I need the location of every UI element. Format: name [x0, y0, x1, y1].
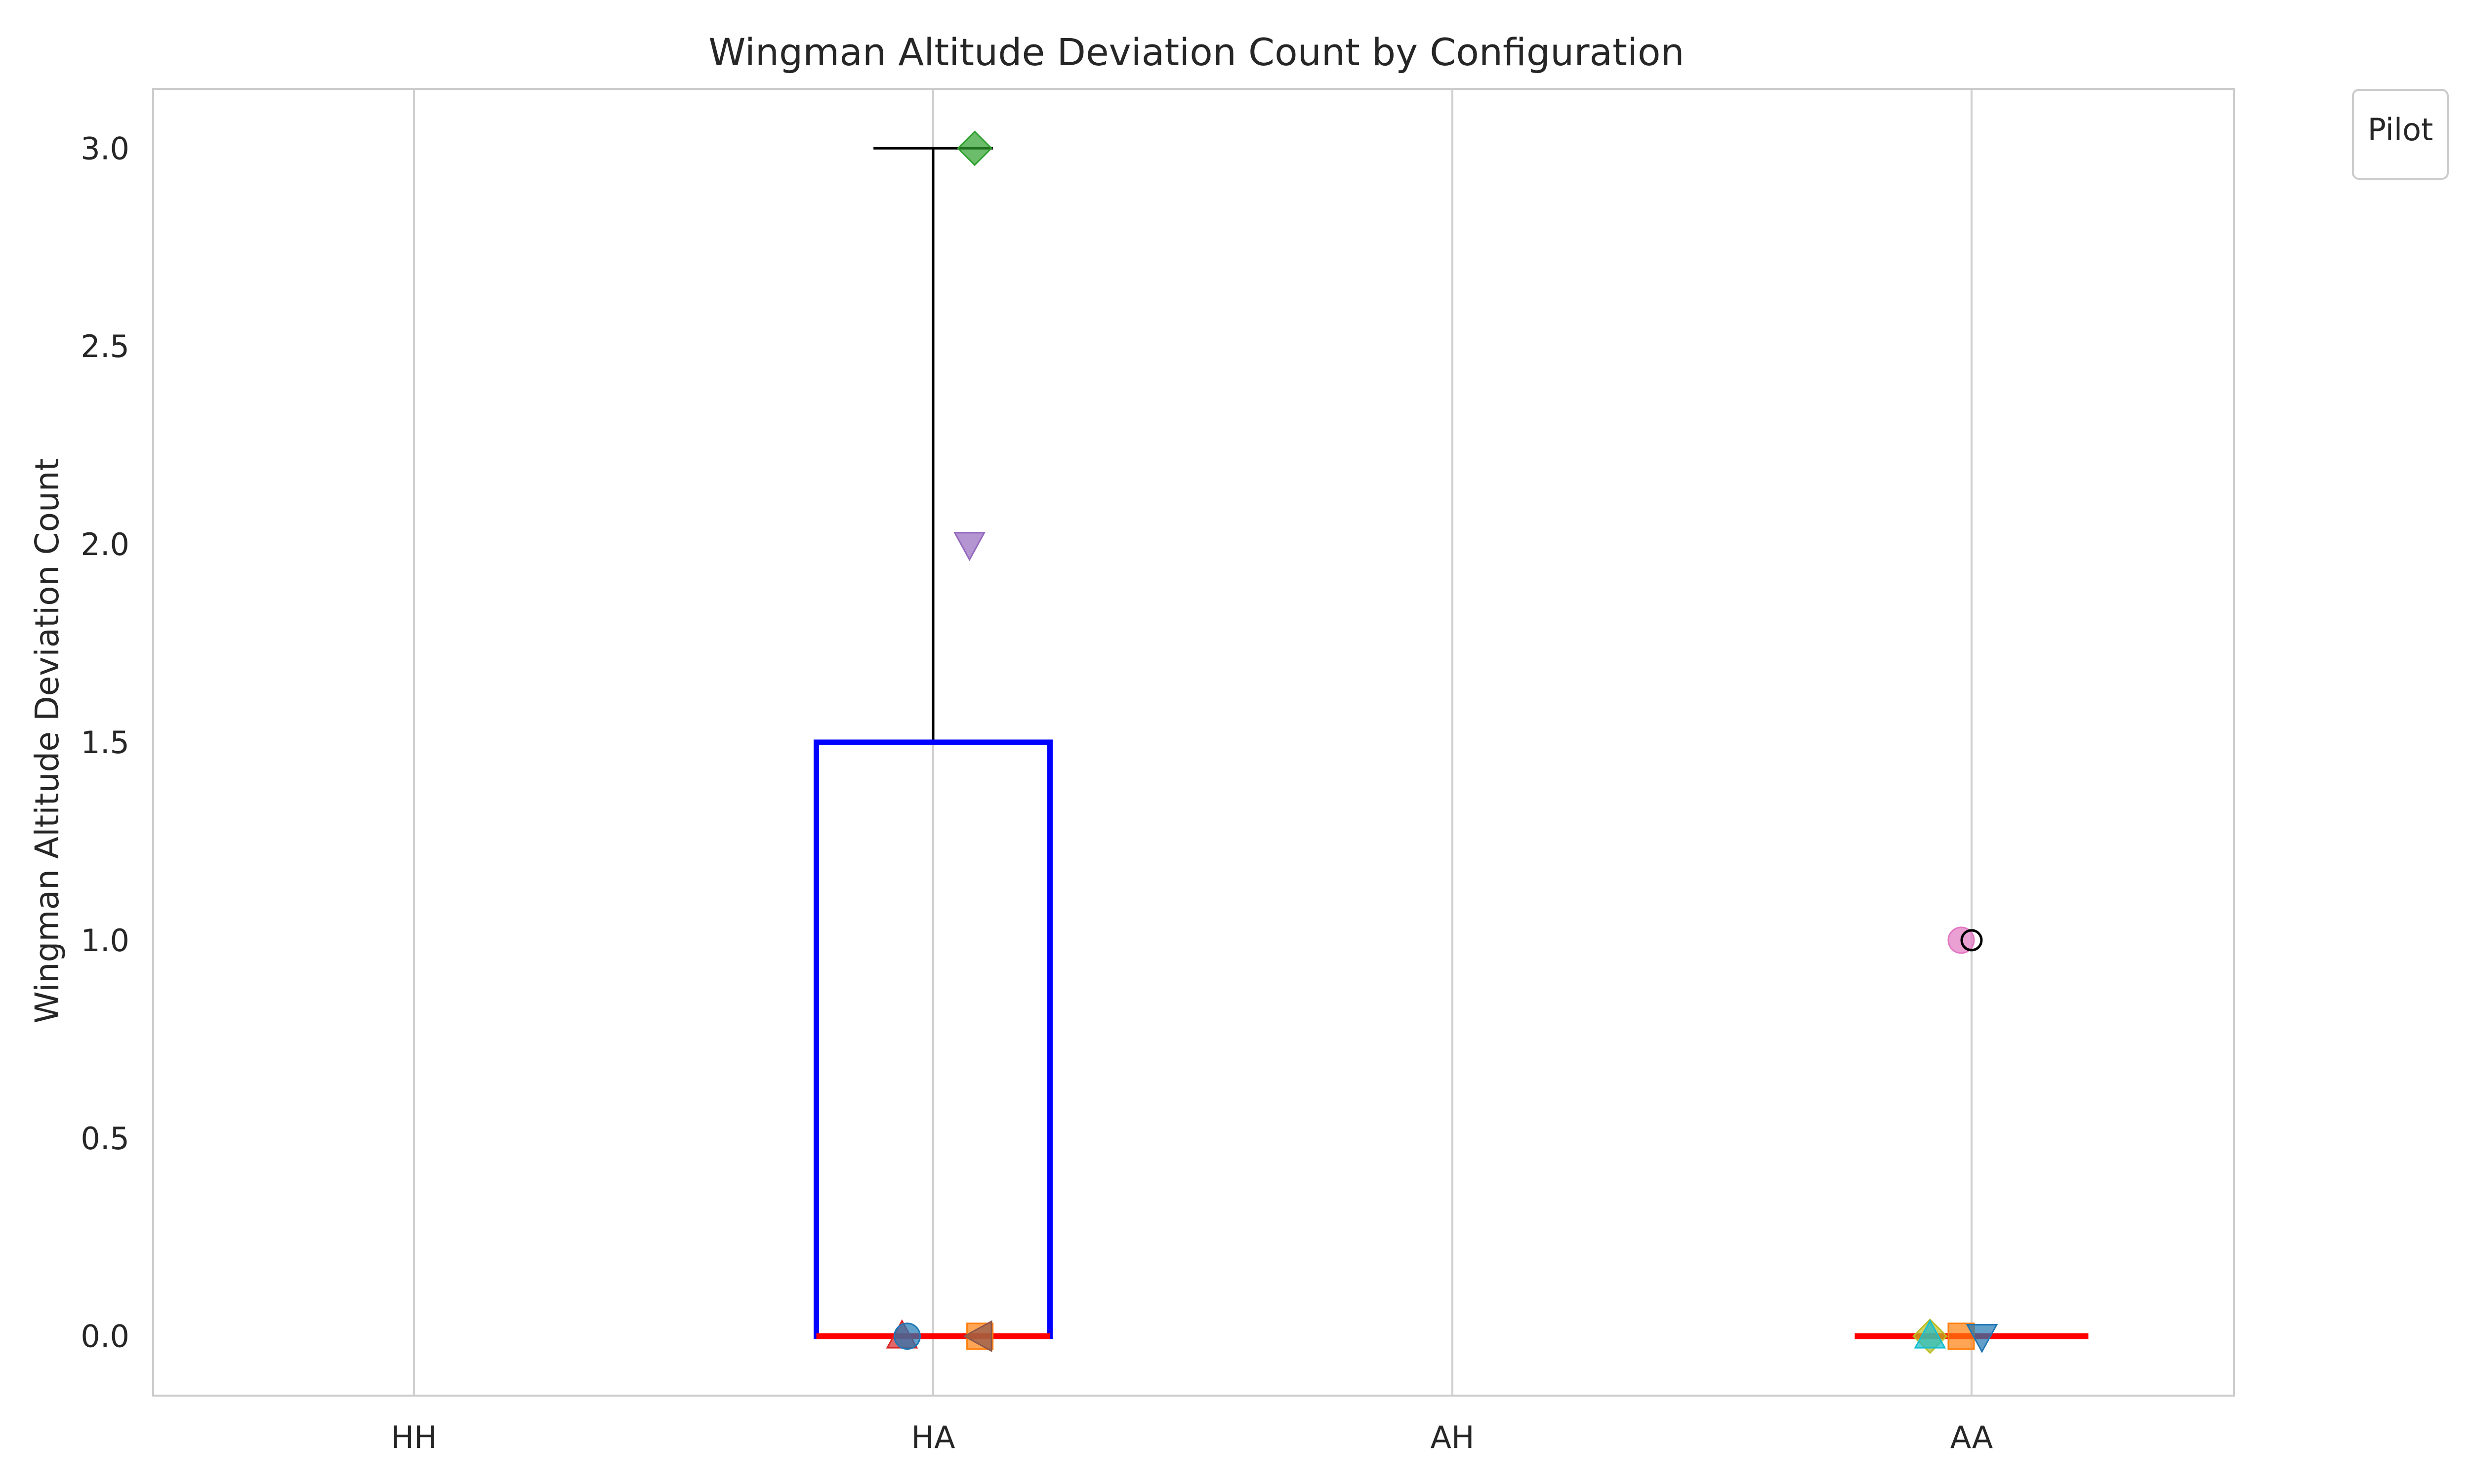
x-tick-label-aa: AA — [1950, 1419, 1993, 1455]
x-tick-label-ah: AH — [1430, 1419, 1474, 1455]
x-tick-label-ha: HA — [911, 1419, 955, 1455]
outlier-point — [1960, 929, 1983, 952]
y-tick-label: 0.0 — [81, 1319, 129, 1355]
y-tick-label: 0.5 — [81, 1121, 129, 1157]
y-tick-label: 1.0 — [81, 922, 129, 959]
legend-title: Pilot — [2368, 112, 2433, 148]
x-tick-label-hh: HH — [391, 1419, 437, 1455]
y-tick-label: 2.5 — [81, 328, 129, 364]
plot-frame — [152, 88, 2235, 1397]
data-point-triangle-up — [1914, 1319, 1946, 1349]
data-point-diamond — [957, 130, 993, 166]
y-tick-label: 3.0 — [81, 130, 129, 166]
y-tick-label: 1.5 — [81, 724, 129, 761]
data-point-circle — [893, 1323, 921, 1350]
legend: Pilot — [2352, 89, 2449, 180]
chart-title: Wingman Altitude Deviation Count by Conf… — [708, 30, 1684, 74]
y-axis-label: Wingman Altitude Deviation Count — [28, 458, 66, 1024]
data-point-triangle-left — [963, 1320, 992, 1353]
plot-area: HH HA AH AA 0.0 0.5 1.0 1.5 2.0 2.5 3.0 — [81, 88, 2235, 1455]
data-point-triangle-down — [953, 532, 986, 562]
legend-frame — [2352, 89, 2449, 180]
data-point-triangle-down — [1966, 1324, 1998, 1354]
y-tick-label: 2.0 — [81, 526, 129, 562]
